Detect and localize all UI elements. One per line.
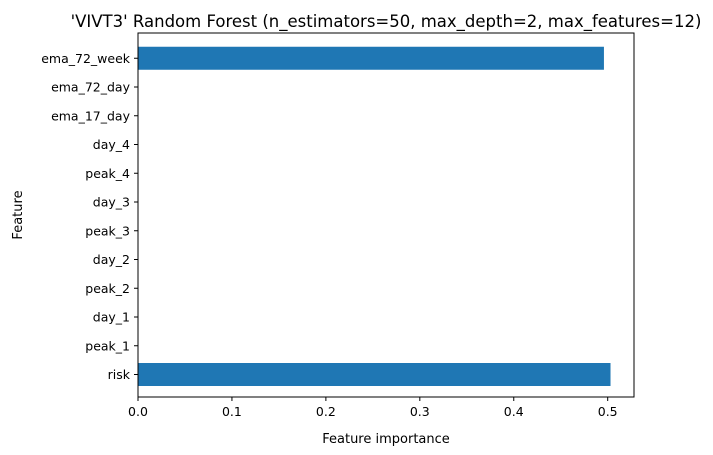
y-axis-label: Feature bbox=[11, 190, 26, 239]
x-tick-label: 0.4 bbox=[504, 404, 524, 419]
y-tick-label: peak_3 bbox=[85, 223, 130, 238]
y-tick-label: risk bbox=[108, 367, 131, 382]
x-axis: 0.0 0.1 0.2 0.3 0.4 0.5 bbox=[128, 397, 618, 419]
x-tick-label: 0.5 bbox=[598, 404, 618, 419]
y-axis: risk peak_1 day_1 peak_2 day_2 peak_3 day_3 pea… bbox=[41, 51, 138, 382]
y-tick-label: day_1 bbox=[93, 310, 130, 325]
x-tick-label: 0.1 bbox=[222, 404, 242, 419]
x-tick-label: 0.2 bbox=[316, 404, 336, 419]
y-tick-label: day_3 bbox=[93, 195, 130, 210]
y-tick-label: ema_17_day bbox=[51, 108, 131, 123]
x-tick-label: 0.0 bbox=[128, 404, 148, 419]
bar-risk bbox=[138, 363, 611, 386]
chart-title: 'VIVT3' Random Forest (n_estimators=50, … bbox=[71, 12, 702, 32]
y-tick-label: peak_1 bbox=[85, 338, 130, 353]
y-tick-label: ema_72_week bbox=[41, 51, 131, 66]
y-tick-label: ema_72_day bbox=[51, 80, 131, 95]
x-axis-label: Feature importance bbox=[322, 432, 450, 447]
plot-frame bbox=[137, 32, 635, 398]
y-tick-label: day_4 bbox=[93, 137, 130, 152]
y-tick-label: day_2 bbox=[93, 252, 130, 267]
y-tick-label: peak_4 bbox=[85, 166, 130, 181]
x-tick-label: 0.3 bbox=[410, 404, 430, 419]
bar-ema-72-week bbox=[138, 46, 604, 70]
bars-group bbox=[138, 46, 611, 386]
y-tick-label: peak_2 bbox=[85, 281, 130, 296]
